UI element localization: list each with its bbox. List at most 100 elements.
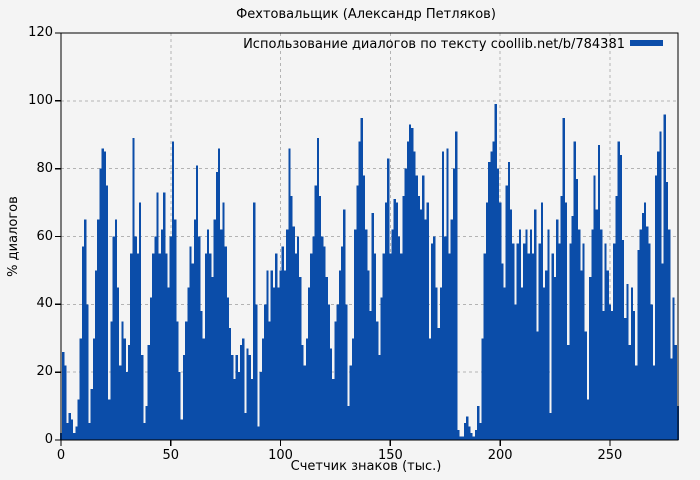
bar <box>340 246 344 440</box>
bar <box>604 243 607 440</box>
bar <box>468 426 471 440</box>
bar <box>461 436 464 440</box>
bar <box>448 253 451 440</box>
bar <box>242 338 245 440</box>
y-tick-label: 100 <box>28 92 53 108</box>
bar <box>518 229 522 440</box>
bar <box>235 355 238 440</box>
bar <box>382 253 385 440</box>
bar <box>560 195 563 440</box>
y-tick-label: 120 <box>28 25 53 40</box>
bar <box>358 141 361 440</box>
bar <box>325 277 328 440</box>
bar <box>549 412 552 440</box>
bar <box>250 378 254 440</box>
bar <box>553 277 557 440</box>
bar <box>600 229 603 440</box>
bar <box>143 423 146 440</box>
bar <box>589 277 592 440</box>
bar <box>516 243 519 440</box>
bar <box>608 304 612 440</box>
legend-label: Использование диалогов по тексту coollib… <box>243 37 625 52</box>
bar <box>237 372 240 440</box>
bar <box>602 311 605 440</box>
bar <box>525 229 528 440</box>
bar <box>154 236 157 440</box>
bar <box>668 229 671 440</box>
bar <box>268 321 271 440</box>
bar <box>540 202 543 440</box>
bar <box>248 355 251 440</box>
bar <box>444 236 447 440</box>
bar <box>606 270 609 440</box>
bar <box>393 199 396 440</box>
bar <box>92 338 96 440</box>
bar <box>457 429 460 440</box>
bar <box>145 406 148 440</box>
bar <box>672 297 675 440</box>
bar <box>494 104 497 440</box>
bar <box>542 287 546 441</box>
bar <box>294 253 298 440</box>
bar <box>595 209 598 440</box>
bar <box>255 304 258 440</box>
x-tick-label: 250 <box>597 448 623 463</box>
bar <box>459 436 462 440</box>
bar <box>176 321 179 440</box>
x-axis-title: Счетчик знаков (тыс.) <box>290 459 442 474</box>
bar <box>196 165 199 440</box>
bar <box>191 263 194 440</box>
x-tick-label: 150 <box>377 448 403 463</box>
bar <box>501 263 504 440</box>
bar <box>639 229 642 440</box>
bar <box>619 155 623 440</box>
bar <box>389 253 392 440</box>
bar <box>492 141 495 440</box>
bar <box>110 321 113 440</box>
bar <box>351 338 355 440</box>
bar <box>88 423 91 440</box>
bar <box>169 236 172 440</box>
bar <box>233 378 236 440</box>
bar <box>483 253 486 440</box>
bar <box>650 304 653 440</box>
bar <box>70 419 74 440</box>
bar <box>152 253 155 440</box>
bar <box>198 236 201 440</box>
bar <box>134 236 137 440</box>
bar <box>435 287 438 441</box>
bar <box>534 209 537 440</box>
bar <box>343 209 346 440</box>
bar <box>591 229 594 440</box>
bar <box>178 372 181 440</box>
bar <box>239 345 243 440</box>
bar <box>106 185 109 441</box>
bar <box>371 212 374 440</box>
bar <box>156 192 159 440</box>
bar <box>95 270 98 440</box>
bar <box>130 253 133 440</box>
bar <box>336 304 339 440</box>
bar <box>314 185 317 441</box>
bar <box>622 239 625 440</box>
bar <box>452 168 456 441</box>
bar <box>136 253 139 440</box>
bar <box>387 158 390 441</box>
bar <box>217 148 221 440</box>
bar <box>420 209 423 440</box>
bar <box>564 202 568 440</box>
bar <box>573 141 576 440</box>
bar <box>674 345 677 440</box>
bar <box>413 151 416 440</box>
bar <box>312 236 315 440</box>
bar <box>391 229 394 440</box>
bar <box>90 389 93 441</box>
bar <box>224 246 227 440</box>
bar <box>503 287 506 441</box>
bar <box>611 311 614 440</box>
bar <box>663 114 666 441</box>
bar <box>582 243 585 440</box>
bar <box>643 202 647 440</box>
bar <box>369 311 372 440</box>
bar <box>116 287 120 441</box>
